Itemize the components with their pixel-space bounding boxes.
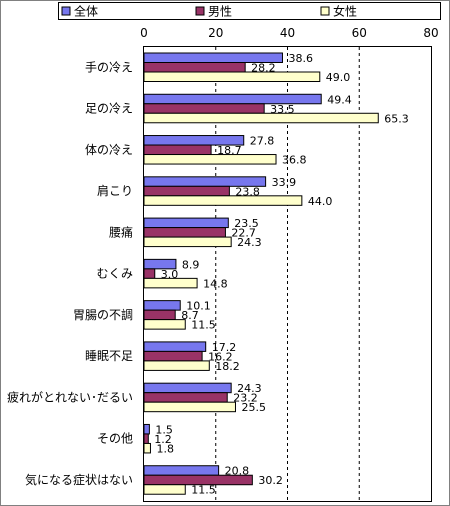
bar-2-2 — [143, 103, 265, 114]
value-labels: 38.6 28.2 49.0 49.4 33.5 65.3 27.8 18.7 36.8 33.9… — [154, 52, 408, 497]
bar-11-1 — [143, 465, 220, 476]
value-label-2-1: 49.4 — [327, 93, 352, 106]
bar-7-1 — [143, 300, 181, 311]
value-label-6-3: 14.8 — [203, 277, 228, 290]
bar-10-2 — [143, 433, 149, 444]
x-tick-label-20: 20 — [208, 26, 223, 40]
bar-9-2 — [143, 392, 228, 403]
bar-9-1 — [143, 382, 232, 394]
bar-11-3 — [143, 484, 186, 495]
gridlines — [215, 47, 360, 501]
value-label-7-2: 8.7 — [181, 309, 199, 322]
bar-10-3 — [143, 442, 151, 454]
x-tick-label-80: 80 — [423, 26, 438, 40]
legend-label-2: 男性 — [208, 5, 232, 19]
value-label-8-2: 16.2 — [208, 350, 233, 363]
value-label-5-2: 22.7 — [231, 227, 256, 240]
x-tick-label-40: 40 — [280, 26, 295, 40]
value-label-11-3: 11.5 — [191, 484, 216, 497]
value-label-8-1: 17.2 — [212, 341, 237, 354]
value-label-3-3: 36.8 — [282, 154, 307, 167]
value-label-9-3: 25.5 — [241, 401, 266, 414]
bar-3-3 — [143, 154, 277, 165]
bar-9-3 — [143, 401, 236, 413]
legend-swatch-3 — [320, 6, 330, 16]
bar-4-2 — [143, 185, 230, 197]
x-tick-label-60: 60 — [352, 26, 367, 40]
value-label-1-1: 38.6 — [288, 52, 313, 65]
legend-swatch-1 — [61, 6, 71, 16]
bar-10-1 — [143, 423, 150, 435]
bar-7-2 — [143, 309, 176, 321]
value-label-1-3: 49.0 — [326, 71, 351, 84]
legend-swatch-2 — [195, 6, 205, 16]
value-label-6-1: 8.9 — [182, 258, 200, 271]
value-label-3-1: 27.8 — [250, 135, 274, 148]
category-label-5: 腰痛 — [109, 224, 133, 239]
value-label-11-1: 20.8 — [225, 465, 250, 478]
category-label-11: 気になる症状はない — [25, 472, 133, 487]
legend-label-1: 全体 — [74, 4, 98, 19]
legend: 全体 男性 女性 — [61, 4, 357, 19]
bar-5-2 — [143, 227, 226, 238]
value-label-7-3: 11.5 — [191, 319, 216, 332]
category-label-9: 疲れがとれない･だるい — [7, 389, 133, 404]
category-label-8: 睡眠不足 — [85, 349, 133, 363]
value-label-5-3: 24.3 — [237, 236, 262, 249]
bars — [143, 52, 379, 495]
legend-box — [58, 2, 441, 20]
value-label-3-2: 18.7 — [217, 144, 242, 157]
bar-1-2 — [143, 62, 246, 73]
value-label-10-3: 1.8 — [156, 442, 174, 455]
category-label-2: 足の冷え — [85, 102, 133, 116]
bar-3-2 — [143, 144, 212, 156]
value-label-1-2: 28.2 — [251, 62, 275, 75]
bar-4-3 — [143, 195, 303, 206]
value-label-11-2: 30.2 — [258, 474, 283, 487]
value-label-10-1: 1.5 — [155, 423, 173, 436]
legend-label-3: 女性 — [333, 4, 357, 19]
bar-5-1 — [143, 217, 229, 229]
value-label-2-2: 33.5 — [270, 103, 295, 116]
value-label-2-3: 65.3 — [384, 112, 409, 125]
bar-6-2 — [143, 268, 156, 279]
bar-8-3 — [143, 360, 210, 371]
value-label-6-2: 3.0 — [161, 268, 179, 281]
category-label-3: 体の冷え — [85, 143, 133, 157]
bar-1-3 — [143, 71, 321, 82]
category-label-6: むくみ — [97, 267, 133, 281]
value-label-4-3: 44.0 — [308, 195, 333, 208]
category-labels: 手の冷え足の冷え体の冷え肩こり腰痛むくみ胃腸の不調睡眠不足疲れがとれない･だるい… — [7, 60, 133, 487]
x-tick-label-0: 0 — [140, 26, 148, 40]
category-label-4: 肩こり — [97, 183, 133, 198]
value-label-9-1: 24.3 — [237, 382, 262, 395]
bar-7-3 — [143, 319, 186, 330]
category-label-7: 胃腸の不調 — [73, 308, 133, 322]
category-label-1: 手の冷え — [85, 60, 133, 74]
value-label-10-2: 1.2 — [154, 433, 172, 446]
x-axis-ticks: 0 20 40 60 80 — [140, 26, 438, 40]
value-label-7-1: 10.1 — [186, 300, 211, 313]
category-label-10: その他 — [97, 432, 133, 446]
bar-8-2 — [143, 350, 203, 362]
value-label-9-2: 23.2 — [233, 392, 257, 405]
bar-2-3 — [143, 112, 379, 124]
plot-area-frame — [143, 46, 432, 502]
bar-8-1 — [143, 341, 207, 352]
value-label-4-1: 33.9 — [272, 176, 297, 189]
value-label-5-1: 23.5 — [234, 217, 259, 230]
bar-5-3 — [143, 236, 232, 248]
value-label-4-2: 23.8 — [235, 185, 260, 198]
value-label-8-3: 18.2 — [215, 360, 240, 373]
